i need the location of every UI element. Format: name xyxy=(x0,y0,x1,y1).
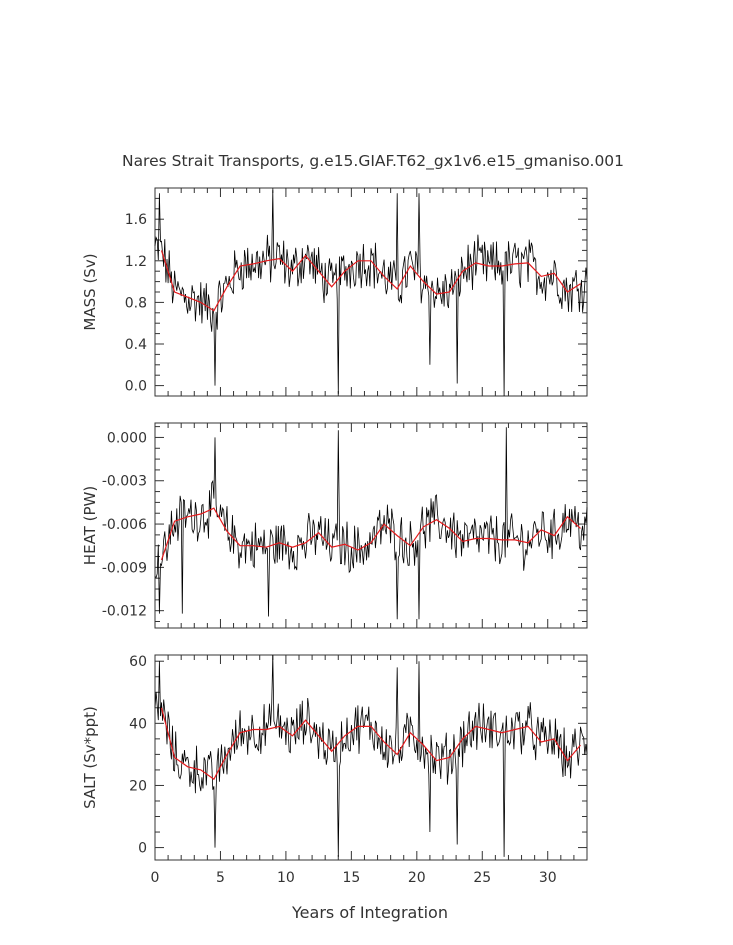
y-tick-label: -0.012 xyxy=(102,604,147,620)
x-tick-label: 15 xyxy=(342,870,360,886)
y-tick-label: 0.8 xyxy=(125,295,147,311)
panel-mass: 0.0 0.4 0.8 1.2 1.6 MASS (Sv) xyxy=(81,187,588,397)
series-monthly-heat xyxy=(154,427,588,620)
plot-frame-salt xyxy=(154,654,588,861)
x-tick-label: 20 xyxy=(408,870,426,886)
y-tick-label: -0.009 xyxy=(102,560,147,576)
y-axis-label-heat: HEAT (PW) xyxy=(81,486,99,565)
series-annual-heat xyxy=(160,507,581,561)
series-annual-mass xyxy=(160,250,581,312)
y-axis-label-mass: MASS (Sv) xyxy=(81,253,99,330)
y-tick-label: 0.4 xyxy=(125,337,147,353)
y-tick-label: -0.003 xyxy=(102,474,147,490)
plot-frame-heat xyxy=(154,422,588,629)
y-tick-label: 0.0 xyxy=(125,379,147,395)
plot-frame-mass xyxy=(154,187,588,397)
x-tick-label: 0 xyxy=(151,870,160,886)
y-tick-label: -0.006 xyxy=(102,517,147,533)
y-tick-label: 0.000 xyxy=(107,430,147,446)
x-tick-label: 30 xyxy=(539,870,557,886)
panel-heat: -0.012 -0.009 -0.006 -0.003 0.000 HEAT (PW) xyxy=(81,422,588,629)
y-axis-label-salt: SALT (Sv*ppt) xyxy=(81,706,99,809)
y-tick-label: 0 xyxy=(138,841,147,857)
y-tick-label: 1.6 xyxy=(125,212,147,228)
x-tick-label: 10 xyxy=(277,870,295,886)
y-tick-label: 60 xyxy=(129,654,147,670)
x-tick-label: 5 xyxy=(216,870,225,886)
y-tick-label: 20 xyxy=(129,778,147,794)
x-tick-label: 25 xyxy=(473,870,491,886)
y-tick-label: 40 xyxy=(129,716,147,732)
panel-salt: 0 20 40 60 SALT (Sv*ppt) 0 5 10 15 20 25 30 xyxy=(81,654,588,886)
chart-title: Nares Strait Transports, g.e15.GIAF.T62_… xyxy=(122,152,624,171)
series-monthly-salt xyxy=(154,654,588,857)
series-annual-salt xyxy=(160,707,581,781)
x-axis-label: Years of Integration xyxy=(291,903,448,922)
y-tick-label: 1.2 xyxy=(125,254,147,270)
series-monthly-mass xyxy=(154,190,588,397)
